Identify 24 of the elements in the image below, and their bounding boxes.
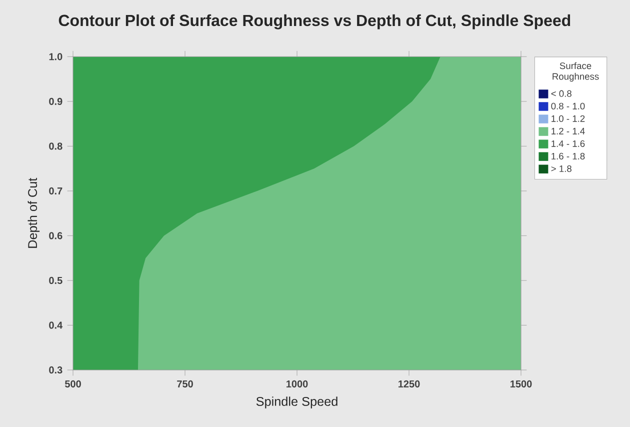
legend-label: 1.2 - 1.4 bbox=[552, 128, 585, 134]
y-tick-label: 1.0 bbox=[49, 53, 62, 60]
y-tick-label: 0.9 bbox=[49, 98, 62, 105]
legend-label: < 0.8 bbox=[551, 90, 572, 97]
y-axis-title: Depth of Cut bbox=[28, 178, 40, 248]
y-tick-label: 0.6 bbox=[49, 232, 62, 240]
chart-title: Contour Plot of Surface Roughness vs Depth of Cut, Spindle Speed bbox=[58, 14, 570, 30]
x-tick-label: 1250 bbox=[398, 380, 420, 388]
y-tick-label: 0.8 bbox=[49, 142, 62, 150]
x-tick-label: 500 bbox=[64, 380, 81, 388]
y-tick-label: 0.4 bbox=[49, 322, 63, 329]
legend-label: 1.0 - 1.2 bbox=[552, 115, 585, 122]
legend-label: 1.4 - 1.6 bbox=[552, 140, 585, 147]
x-axis-title: Spindle Speed bbox=[256, 396, 338, 408]
legend-label: > 1.8 bbox=[551, 165, 572, 172]
x-tick-label: 1500 bbox=[510, 380, 532, 388]
legend-label: 1.6 - 1.8 bbox=[552, 152, 585, 160]
y-tick-label: 0.5 bbox=[49, 276, 62, 284]
x-tick-label: 750 bbox=[177, 380, 193, 388]
y-tick-label: 0.7 bbox=[49, 187, 62, 194]
legend-label: 0.8 - 1.0 bbox=[551, 102, 585, 110]
y-tick-label: 0.3 bbox=[49, 366, 62, 374]
legend-title: Surface Roughness bbox=[552, 62, 599, 82]
x-tick-label: 1000 bbox=[286, 380, 308, 388]
